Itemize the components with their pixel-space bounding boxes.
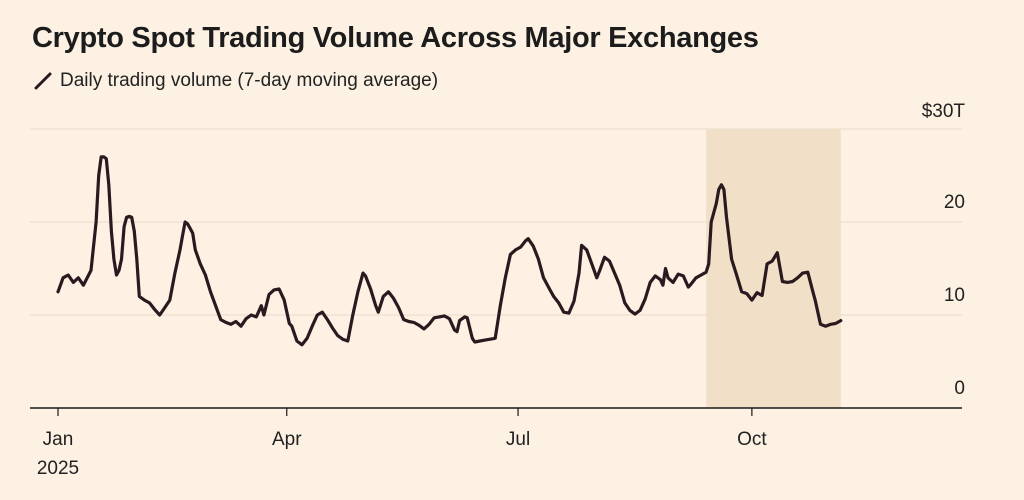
series-line-0 <box>56 155 843 347</box>
x-tick-label-oct: Oct <box>737 429 767 450</box>
chart-title: Crypto Spot Trading Volume Across Major … <box>32 22 759 54</box>
y-tick-label-0: 0 <box>954 378 965 399</box>
y-tick-label-20: 20 <box>944 192 965 213</box>
highlight-band <box>706 129 841 408</box>
y-tick-label-10: 10 <box>944 285 965 306</box>
x-tick-label-jul: Jul <box>506 429 530 450</box>
x-tick-sublabel-jan: 2025 <box>37 458 79 479</box>
legend-line-icon <box>34 72 52 90</box>
x-tick-label-jan: Jan <box>43 429 74 450</box>
legend: Daily trading volume (7-day moving avera… <box>34 70 438 92</box>
x-tick-label-apr: Apr <box>272 429 302 450</box>
y-tick-label-30: $30T <box>922 101 966 122</box>
legend-label: Daily trading volume (7-day moving avera… <box>60 70 439 91</box>
